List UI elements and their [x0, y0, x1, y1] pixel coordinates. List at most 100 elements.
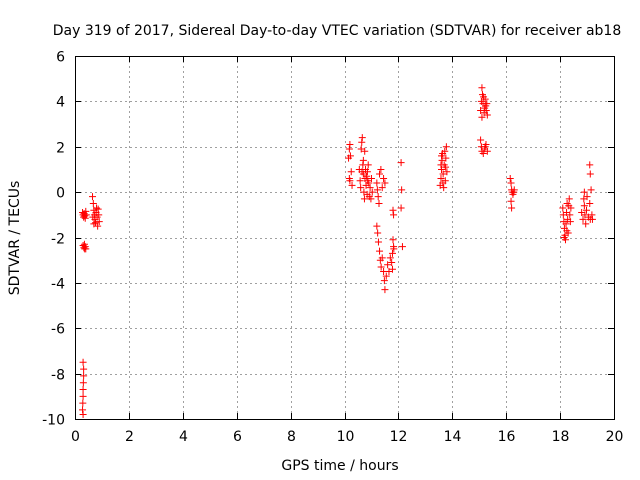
data-point	[398, 186, 406, 194]
data-point	[441, 147, 449, 155]
data-point	[390, 211, 398, 219]
data-point	[438, 152, 446, 160]
data-point	[374, 229, 382, 237]
x-tick-label: 8	[287, 429, 296, 445]
data-point	[588, 215, 596, 223]
data-point	[82, 207, 90, 215]
data-point	[378, 184, 386, 192]
data-point	[565, 195, 573, 203]
data-point	[374, 238, 382, 246]
data-point	[397, 204, 405, 212]
data-point	[80, 240, 88, 248]
data-point	[482, 106, 490, 114]
y-tick-label: -8	[51, 368, 65, 384]
grid	[75, 56, 614, 419]
data-point	[79, 399, 87, 407]
data-point	[89, 213, 97, 221]
data-point	[481, 143, 489, 151]
data-point	[94, 222, 102, 230]
y-tick-label: -2	[51, 232, 65, 248]
data-point	[79, 379, 87, 387]
data-point	[363, 172, 371, 180]
data-point	[381, 286, 389, 294]
data-point	[377, 263, 385, 271]
x-axis-label: GPS time / hours	[281, 458, 398, 474]
data-point	[373, 186, 381, 194]
data-point	[442, 143, 450, 151]
data-point	[439, 179, 447, 187]
data-point	[397, 159, 405, 167]
data-point	[81, 214, 89, 222]
x-tick-label: 12	[390, 429, 408, 445]
x-tick-label: 18	[552, 429, 570, 445]
data-point	[89, 193, 97, 201]
data-point	[508, 204, 516, 212]
y-tick-label: 0	[56, 186, 65, 202]
data-point	[82, 245, 90, 253]
data-point	[483, 147, 491, 155]
data-point	[79, 386, 87, 394]
data-point	[378, 254, 386, 262]
data-point	[567, 204, 575, 212]
data-point	[587, 186, 595, 194]
x-tick-label: 10	[337, 429, 355, 445]
data-point	[566, 211, 574, 219]
data-point	[438, 156, 446, 164]
data-point	[388, 249, 396, 257]
data-point	[363, 168, 371, 176]
data-point	[586, 161, 594, 169]
data-point	[80, 365, 88, 373]
data-point	[94, 205, 102, 213]
data-point	[559, 204, 567, 212]
data-point	[586, 199, 594, 207]
data-point	[510, 186, 518, 194]
data-point	[560, 234, 568, 241]
data-point	[358, 134, 366, 142]
data-point	[357, 145, 365, 153]
data-point	[439, 170, 447, 178]
data-point	[582, 220, 590, 228]
data-point	[95, 211, 103, 219]
data-point	[377, 165, 385, 173]
data-point	[359, 156, 367, 164]
data-point	[79, 358, 87, 366]
data-point	[579, 215, 587, 223]
data-point	[79, 410, 87, 418]
data-point	[357, 184, 365, 192]
data-point	[477, 136, 485, 144]
data-point	[583, 193, 591, 201]
data-point	[479, 150, 487, 158]
data-point	[566, 218, 574, 226]
data-point	[438, 165, 446, 173]
data-point	[388, 265, 396, 273]
data-point	[398, 243, 406, 251]
data-point	[437, 175, 445, 183]
data-point	[346, 152, 354, 160]
data-point	[82, 211, 90, 219]
data-point	[385, 268, 393, 276]
data-point	[79, 406, 87, 414]
data-point	[386, 254, 394, 262]
y-tick-label: -10	[42, 413, 65, 429]
data-point	[581, 211, 589, 219]
data-point	[388, 258, 396, 266]
data-point	[364, 161, 372, 169]
y-tick-label: 6	[56, 50, 65, 66]
data-point	[382, 272, 390, 280]
data-point	[345, 145, 353, 153]
x-tick-label: 16	[498, 429, 516, 445]
y-tick-label: -6	[51, 322, 65, 338]
data-point	[90, 220, 98, 228]
data-point	[380, 277, 388, 285]
data-point	[481, 95, 489, 103]
data-point	[583, 206, 591, 214]
data-point	[478, 113, 486, 121]
data-point	[367, 175, 375, 183]
y-axis-label: SDTVAR / TECUs	[7, 181, 23, 296]
data-point	[79, 392, 87, 400]
data-point	[478, 84, 486, 92]
data-point	[93, 204, 101, 212]
data-point	[346, 140, 354, 148]
data-point	[442, 163, 450, 171]
data-point	[380, 175, 388, 183]
